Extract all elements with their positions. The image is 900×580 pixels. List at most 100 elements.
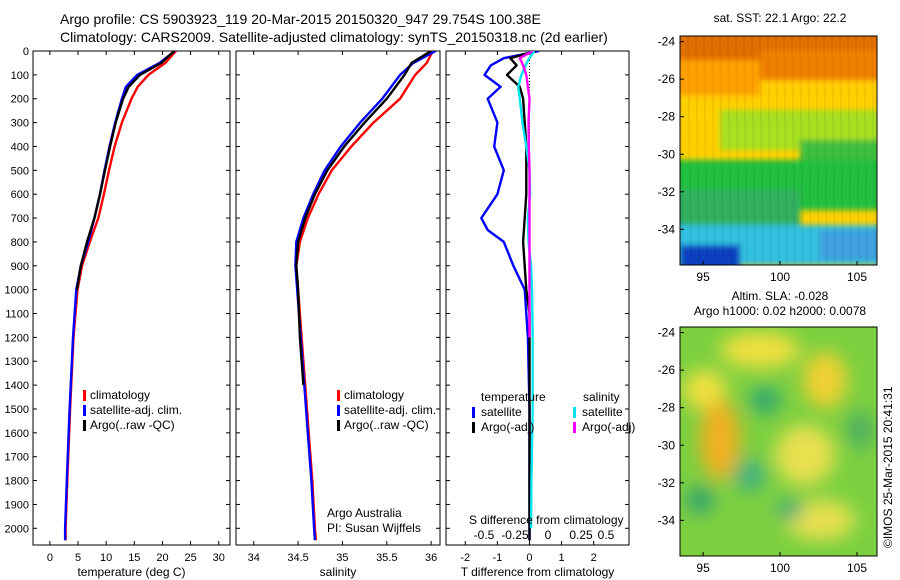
legend-swatch-magenta [573,422,576,433]
legend-label-argo: Argo(-adj) [481,420,534,434]
note-line-1: Argo Australia [327,506,402,520]
legend-heading-salinity: salinity [583,390,620,404]
credit-text: ©IMOS 25-Mar-2015 20:41:31 [881,386,895,548]
panel-0-content: 0100200300400500600700800900100011001200… [5,46,230,579]
sst-texture [815,36,820,265]
ytick-label: 1200 [5,332,29,344]
ytick-label: 500 [11,165,29,177]
ytick-label: 700 [11,213,29,225]
map-xtick-label: 105 [847,270,867,284]
xtick-label: 35.5 [376,552,397,564]
series-line-satellite [480,51,540,541]
salinity-panel [235,50,441,546]
map-ytick-label: -28 [658,401,676,415]
legend-label-satellite: satellite-adj. clim. [90,403,182,417]
legend-label-satellite: satellite-adj. clim. [344,403,436,417]
xtick2-label: 0 [545,528,552,542]
ytick-label: 400 [11,141,29,153]
difference-panel [445,50,630,546]
sst-texture [831,36,836,265]
x-axis-label-2: S difference from climatology [469,513,624,527]
xtick-label: 20 [156,552,168,564]
sst-texture [719,36,724,265]
ytick-label: 1000 [5,285,29,297]
x-axis-label: T difference from climatology [461,565,615,579]
ytick-label: 1400 [5,380,29,392]
ytick-label: 1700 [5,452,29,464]
map-ytick-label: -30 [658,147,676,161]
legend-swatch-satellite [337,405,340,416]
series-line-satellite [294,51,437,541]
legend-label-argo: Argo(..raw -QC) [344,418,429,432]
legend-swatch-cyan [573,407,576,418]
xtick2-label: -0.25 [501,528,529,542]
legend-swatch-satellite [83,405,86,416]
sst-texture [839,36,844,265]
xtick2-label: 0.5 [598,528,615,542]
xtick2-label: -0.5 [474,528,495,542]
figure-title-line1: Argo profile: CS 5903923_119 20-Mar-2015… [60,11,541,27]
x-axis-label: temperature (deg C) [77,565,185,579]
sst-texture [767,36,772,265]
legend-label-satellite: satellite [481,405,522,419]
map-xtick-label: 100 [770,561,790,575]
sst-texture [775,36,780,265]
ytick-label: 900 [11,261,29,273]
xtick-label: 35 [336,552,348,564]
sst-texture [871,36,876,265]
sst-texture [735,36,740,265]
xtick-label: 5 [75,552,81,564]
note-line-2: PI: Susan Wijffels [327,521,421,535]
xtick-label: 34 [248,552,260,564]
sst-texture [791,36,796,265]
ytick-label: 1300 [5,356,29,368]
map-ytick-label: -32 [658,476,676,490]
sst-texture [687,36,692,265]
legend-label-magenta: Argo(-adj) [582,420,635,434]
series-line-argo [295,51,432,386]
map-ytick-label: -24 [658,35,676,49]
xtick-label: 15 [128,552,140,564]
ytick-label: 800 [11,237,29,249]
ytick-label: 100 [11,70,29,82]
map-ytick-label: -32 [658,185,676,199]
legend-swatch-climatology [337,390,340,401]
ytick-label: 2000 [5,523,29,535]
xtick-label: -1 [492,552,502,564]
ytick-label: 1900 [5,499,29,511]
ytick-label: 1600 [5,428,29,440]
sst-texture [695,36,700,265]
sst-texture [799,36,804,265]
legend-swatch-satellite [472,407,475,418]
legend-heading-temperature: temperature [481,390,546,404]
map-ytick-label: -26 [658,72,676,86]
ytick-label: 0 [23,46,29,58]
ytick-label: 1800 [5,476,29,488]
sst-map [680,36,883,265]
sst-texture [751,36,756,265]
map-subtitle: Argo h1000: 0.02 h2000: 0.0078 [694,304,866,318]
map-0-axes: sat. SST: 22.1 Argo: 22.2 95 100 105 -24 -26 -… [658,11,868,284]
series-group [480,51,540,541]
legend-swatch-argo [337,420,340,431]
series-line-argo [75,51,176,290]
series-group [63,51,177,541]
sst-texture [847,36,852,265]
xtick-label: 36 [425,552,437,564]
legend-swatch-argo [472,422,475,433]
sst-texture [703,36,708,265]
legend-label-argo: Argo(..raw -QC) [90,418,175,432]
sst-texture [880,36,883,265]
xtick-label: 1 [559,552,565,564]
legend-swatch-climatology [83,390,86,401]
sst-texture [759,36,764,265]
xtick-label: 2 [591,552,597,564]
sst-texture [807,36,812,265]
sst-texture [727,36,732,265]
legend-label-climatology: climatology [90,388,150,402]
xtick-label: 34.5 [287,552,308,564]
xtick-label: 10 [100,552,112,564]
ytick-label: 1100 [5,309,29,321]
